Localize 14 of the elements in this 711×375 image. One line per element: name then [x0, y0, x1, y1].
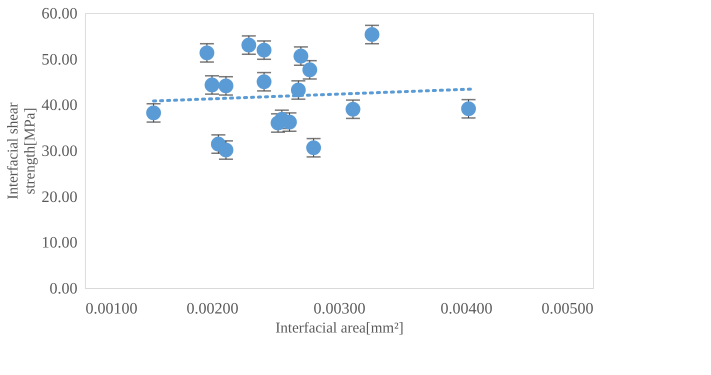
- x-axis-title: Interfacial area[mm²]: [275, 320, 404, 336]
- x-tick-label: 0.00400: [440, 300, 492, 318]
- y-axis-title: Interfacial shear strength[MPa]: [6, 102, 38, 200]
- y-tick-label: 20.00: [42, 188, 78, 206]
- y-tick-label: 60.00: [42, 6, 78, 22]
- y-tick-label: 50.00: [42, 51, 78, 68]
- y-tick-label: 40.00: [42, 97, 78, 114]
- x-tick-label: 0.00300: [314, 300, 366, 318]
- y-tick-label: 0.00: [50, 280, 78, 298]
- y-tick-label: 10.00: [42, 234, 78, 252]
- x-tick-label: 0.00100: [86, 300, 138, 318]
- x-tick-label: 0.00200: [186, 300, 238, 318]
- x-tick-label: 0.00500: [542, 300, 594, 318]
- y-tick-label: 30.00: [42, 143, 78, 160]
